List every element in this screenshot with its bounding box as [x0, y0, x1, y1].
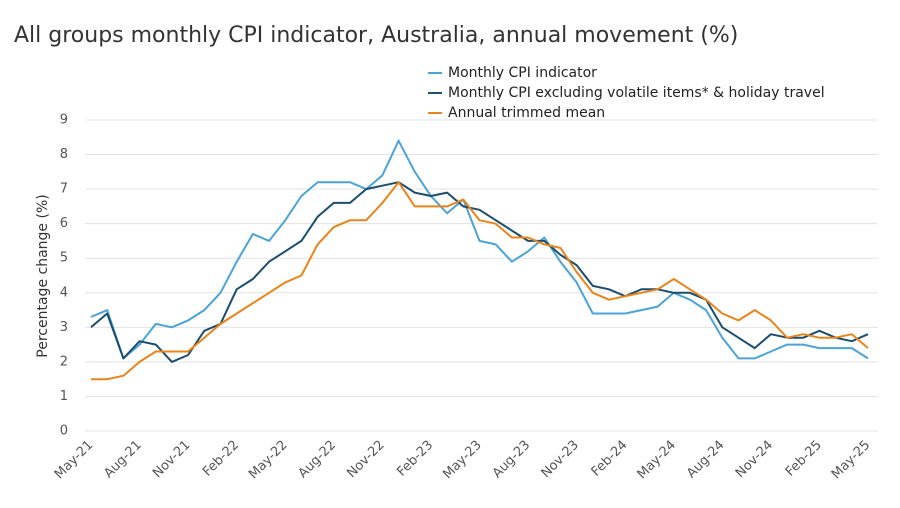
legend-label: Monthly CPI indicator	[448, 65, 597, 81]
legend-label: Monthly CPI excluding volatile items* & …	[448, 85, 825, 101]
chart-title: All groups monthly CPI indicator, Austra…	[14, 23, 738, 48]
x-tick-label: Aug-24	[684, 438, 728, 482]
x-tick-label: Nov-22	[344, 438, 387, 481]
x-tick-label: Feb-22	[200, 438, 242, 480]
series-line	[91, 181, 869, 381]
x-tick-label: Aug-22	[296, 438, 340, 482]
x-tick-label: Nov-23	[539, 438, 582, 481]
x-tick-label: Nov-21	[150, 438, 193, 481]
y-tick-label: 9	[60, 113, 68, 128]
x-tick-label: May-25	[829, 438, 873, 482]
y-tick-label: 3	[60, 320, 68, 335]
x-tick-label: Aug-21	[101, 438, 145, 482]
series-line	[90, 139, 869, 360]
x-tick-label: Aug-23	[490, 438, 534, 482]
x-tick-label: Nov-24	[733, 438, 776, 481]
x-tick-label: Feb-24	[589, 438, 631, 480]
y-tick-label: 2	[60, 354, 68, 369]
y-tick-label: 6	[60, 216, 68, 231]
y-tick-label: 4	[60, 285, 68, 300]
x-tick-label: Feb-23	[394, 438, 436, 480]
y-axis-label: Percentage change (%)	[35, 194, 51, 357]
x-tick-label: May-23	[440, 438, 484, 482]
y-tick-label: 7	[60, 182, 68, 197]
y-tick-label: 5	[60, 251, 68, 266]
x-tick-label: May-21	[52, 438, 96, 482]
y-tick-label: 1	[60, 389, 68, 404]
y-tick-label: 8	[60, 147, 68, 162]
x-tick-label: May-24	[635, 438, 679, 482]
x-tick-label: Feb-25	[783, 438, 825, 480]
y-tick-label: 0	[60, 424, 68, 439]
legend-label: Annual trimmed mean	[448, 105, 605, 121]
x-tick-label: May-22	[246, 438, 290, 482]
